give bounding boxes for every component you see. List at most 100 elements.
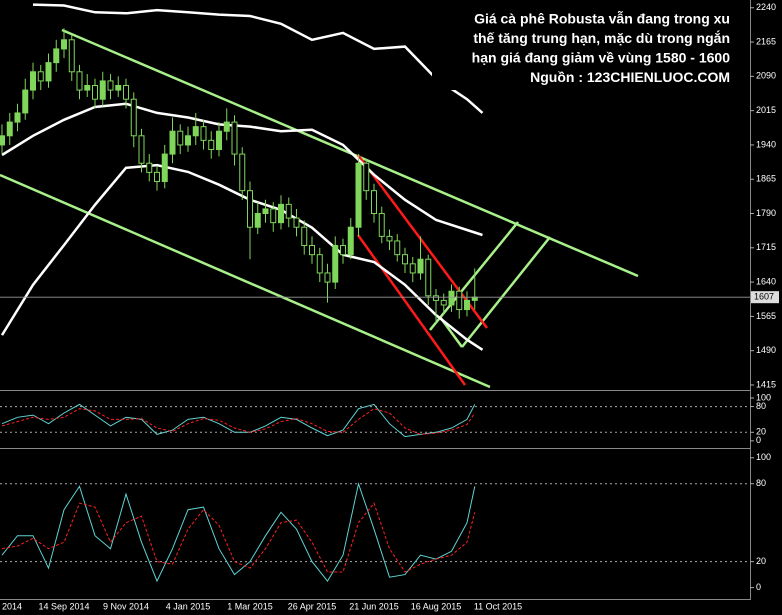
trend-line — [356, 154, 489, 329]
candle-body — [371, 190, 377, 215]
y-tick-label: 80 — [756, 401, 766, 411]
candle-body — [425, 258, 432, 297]
candle-body — [92, 84, 98, 100]
candle-body — [332, 245, 339, 283]
candle-body — [262, 208, 269, 215]
oscillator-line — [1, 403, 476, 438]
candle-body — [84, 84, 91, 91]
candle-body — [208, 139, 215, 151]
candle-body — [316, 254, 323, 274]
candle-body — [417, 258, 424, 274]
candle-body — [231, 121, 238, 155]
y-tick-label: 20 — [756, 556, 766, 566]
y-tick-label: 2090 — [756, 71, 776, 81]
candle-body — [254, 213, 261, 228]
trend-line — [429, 221, 519, 331]
x-tick-label: 14 Sep 2014 — [38, 601, 89, 611]
candle-body — [61, 39, 67, 50]
y-tick-label: 0 — [756, 582, 761, 592]
trend-line — [356, 234, 467, 386]
candle-body — [115, 84, 122, 91]
band-line — [32, 3, 484, 114]
candle-body — [0, 135, 5, 146]
candle-body — [440, 299, 447, 306]
candle-body — [347, 226, 354, 256]
candle-body — [146, 162, 153, 173]
x-tick-label: 9 Nov 2014 — [103, 601, 149, 611]
last-price-label: 1607 — [754, 292, 774, 302]
candle-body — [378, 213, 385, 237]
candle-body — [409, 263, 416, 274]
y-tick-label: 1565 — [756, 311, 776, 321]
trend-line — [0, 173, 491, 389]
candle-body — [324, 272, 331, 283]
candle-body — [76, 71, 83, 91]
oscillator-line — [1, 502, 476, 573]
candle-body — [223, 121, 230, 132]
candle-body — [301, 226, 308, 247]
candle-body — [68, 39, 75, 73]
annotation-line: Giá cà phê Robusta vẫn đang trong xu — [474, 11, 730, 27]
candle-body — [270, 208, 277, 224]
candle-body — [185, 135, 191, 146]
x-tick-label: 4 Jan 2015 — [166, 601, 211, 611]
candle-body — [363, 162, 370, 192]
oscillator-line — [1, 481, 476, 583]
y-tick-label: 1640 — [756, 276, 776, 286]
annotation-line: hạn giá đang giảm về vùng 1580 - 1600 — [472, 50, 731, 66]
y-tick-label: 100 — [756, 452, 771, 462]
candle-body — [169, 130, 176, 155]
candle-body — [239, 153, 246, 192]
x-tick-label: 26 Apr 2015 — [288, 601, 337, 611]
candle-body — [45, 62, 52, 82]
trend-line — [461, 236, 551, 348]
y-tick-label: 2015 — [756, 105, 776, 115]
x-tick-label: 21 Jun 2015 — [349, 601, 399, 611]
band-line — [1, 102, 483, 237]
annotation-bg — [432, 8, 736, 90]
candle-body — [402, 254, 408, 265]
candle-body — [161, 153, 168, 183]
candle-body — [471, 296, 478, 301]
candle-body — [14, 112, 21, 123]
y-tick-label: 1490 — [756, 345, 776, 355]
candle-body — [6, 121, 13, 137]
y-tick-label: 1715 — [756, 242, 776, 252]
candle-body — [433, 295, 439, 301]
x-tick-label: 1 Mar 2015 — [227, 601, 273, 611]
candle-body — [177, 130, 184, 146]
candle-body — [154, 171, 160, 183]
candle-body — [216, 130, 222, 151]
annotation: Giá cà phê Robusta vẫn đang trong xu thế … — [432, 8, 736, 90]
candle-body — [278, 203, 284, 224]
candle-body — [355, 162, 362, 228]
candle-body — [448, 290, 455, 306]
annotation-line: Nguồn : 123CHIENLUOC.COM — [530, 69, 730, 85]
x-tick-label: 16 Aug 2015 — [411, 601, 462, 611]
candle-body — [22, 89, 29, 114]
candle-body — [53, 48, 60, 64]
candle-body — [138, 135, 145, 164]
candle-body — [309, 245, 315, 256]
candle-body — [37, 71, 44, 82]
candle-body — [130, 98, 137, 137]
last-price-box — [751, 291, 779, 304]
y-tick-label: 80 — [756, 478, 766, 488]
annotation-line: thế tăng trung hạn, mặc dù trong ngắn — [473, 29, 730, 46]
y-tick-label: 2165 — [756, 36, 776, 46]
y-tick-label: 100 — [756, 392, 771, 402]
short-channel — [356, 154, 489, 386]
candle-body — [192, 126, 199, 137]
candle-body — [394, 240, 401, 256]
y-tick-label: 0 — [756, 435, 761, 445]
x-tick-label: 11 Oct 2015 — [474, 601, 522, 611]
candle-body — [340, 245, 346, 256]
candle-body — [464, 299, 470, 311]
candle-body — [285, 203, 292, 219]
candle-body — [200, 126, 207, 141]
candle-body — [247, 190, 253, 228]
y-tick-label: 1415 — [756, 379, 776, 389]
candle-body — [30, 71, 36, 91]
candle-body — [386, 235, 393, 242]
